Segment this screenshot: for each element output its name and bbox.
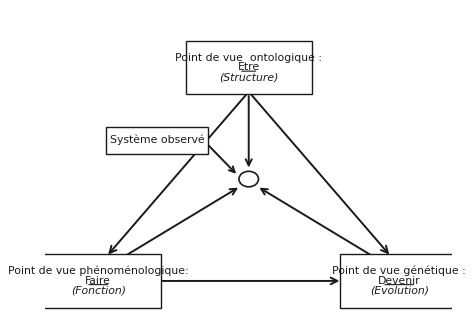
Text: Devenir: Devenir — [378, 276, 420, 286]
FancyBboxPatch shape — [35, 254, 161, 308]
Text: Etre: Etre — [237, 63, 260, 72]
Text: (Evolution): (Evolution) — [370, 286, 428, 296]
Text: Point de vue génétique :: Point de vue génétique : — [332, 266, 466, 276]
Text: (Fonction): (Fonction) — [71, 286, 126, 296]
FancyBboxPatch shape — [106, 127, 208, 154]
Text: Faire: Faire — [85, 276, 111, 286]
Text: Point de vue  ontologique :: Point de vue ontologique : — [175, 53, 322, 63]
Text: Point de vue phénoménologique:: Point de vue phénoménologique: — [8, 266, 189, 276]
Text: (Structure): (Structure) — [219, 72, 278, 82]
FancyBboxPatch shape — [340, 254, 458, 308]
Text: Système observé: Système observé — [110, 135, 204, 145]
Circle shape — [239, 171, 258, 187]
FancyBboxPatch shape — [186, 41, 312, 94]
